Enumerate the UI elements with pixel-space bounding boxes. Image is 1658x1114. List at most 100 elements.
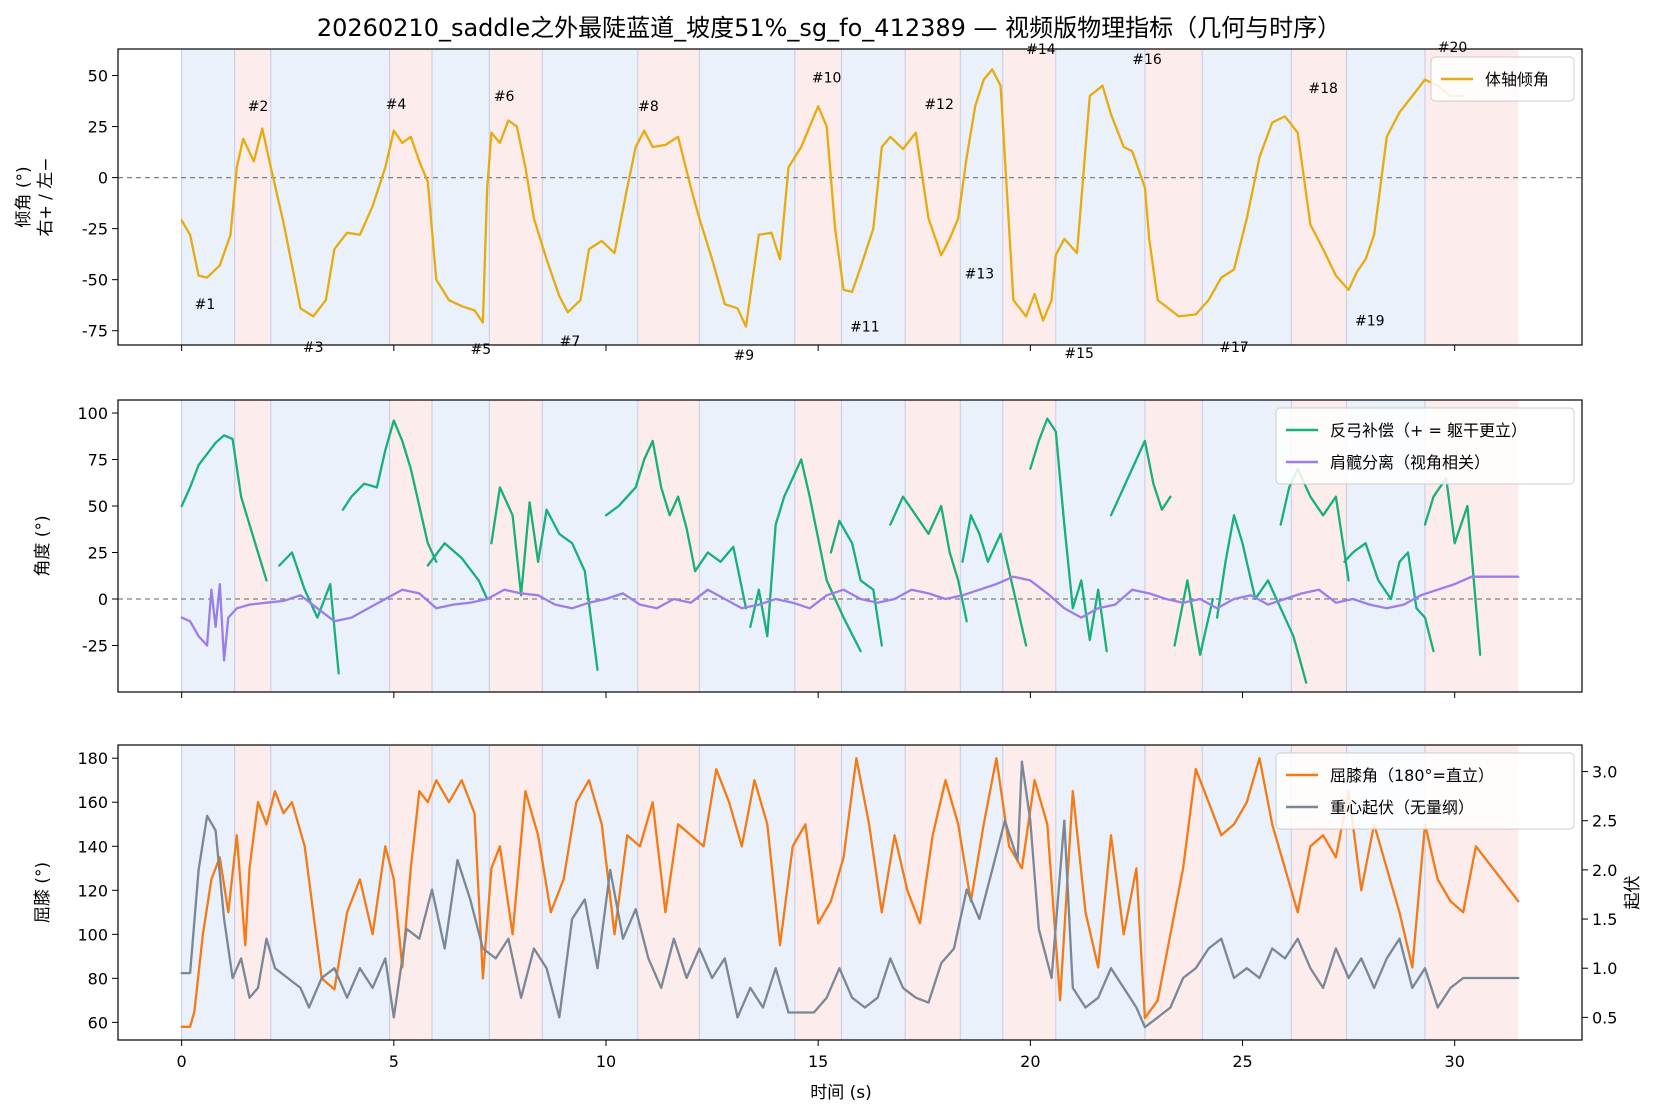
- phase-band-15: [1055, 400, 1145, 692]
- phase-band-9: [699, 49, 795, 345]
- phase-band-7: [542, 49, 638, 345]
- phase-band-9: [699, 400, 795, 692]
- legend: 体轴倾角: [1430, 56, 1575, 102]
- axes-frame: [117, 399, 1583, 693]
- phase-band-12: [905, 49, 961, 345]
- series-1-line-segment-12: [1029, 417, 1108, 653]
- y-right-tick-label: 0.5: [1592, 1008, 1617, 1027]
- series-1-line-segment-4: [426, 542, 489, 601]
- x-axis-label: 时间 (s): [810, 1083, 872, 1103]
- panel-1: #1 #2 #3 #4 #5 #6 #7 #8 #9 #10 #11 #12 #13 #14 #15 #16 #…: [14, 40, 1583, 364]
- event-label-5: #5: [470, 342, 491, 358]
- x-tick-label: 30: [1445, 1052, 1465, 1071]
- series-1-line-segment-1: [180, 434, 268, 582]
- y-right-tick-label: 3.0: [1592, 763, 1617, 782]
- event-label-9: #9: [734, 348, 755, 364]
- y-axis-label: 屈膝 (°): [33, 862, 53, 923]
- y-tick-label: 0: [98, 169, 108, 188]
- phase-band-11: [841, 49, 906, 345]
- phase-bands: [181, 400, 1519, 692]
- series-1-line-segment-10: [889, 495, 968, 623]
- phase-band-5: [432, 49, 490, 345]
- y-tick-label: -50: [82, 271, 108, 290]
- event-label-18: #18: [1308, 81, 1338, 97]
- series-1-line-segment-18: [1423, 476, 1482, 656]
- chart-title: 20260210_saddle之外最陡蓝道_坡度51%_sg_fo_412389…: [317, 14, 1341, 42]
- y-tick-label: 180: [77, 749, 108, 768]
- y-tick-label: 80: [88, 969, 108, 988]
- y-tick-label: -25: [82, 637, 108, 656]
- phase-band-9: [699, 745, 795, 1040]
- phase-band-14: [1002, 400, 1056, 692]
- phase-band-1: [181, 745, 235, 1040]
- y-right-tick-label: 2.5: [1592, 812, 1617, 831]
- phase-band-12: [905, 400, 961, 692]
- y-tick-label: 75: [88, 451, 108, 470]
- phase-band-3: [270, 400, 390, 692]
- phase-band-5: [432, 400, 490, 692]
- series-1-line-segment-9: [829, 519, 883, 647]
- y-tick-label: 50: [88, 497, 108, 516]
- event-label-7: #7: [560, 334, 581, 350]
- y-tick-label: 50: [88, 67, 108, 86]
- event-label-19: #19: [1355, 314, 1385, 330]
- phase-band-3: [270, 745, 390, 1040]
- phase-band-10: [794, 49, 842, 345]
- x-tick-label: 5: [389, 1052, 399, 1071]
- phase-band-6: [489, 49, 543, 345]
- series-lines: [180, 417, 1520, 684]
- x-tick-label: 15: [808, 1052, 828, 1071]
- axes-frame: [117, 48, 1583, 346]
- phase-band-17: [1202, 49, 1292, 345]
- phase-band-5: [432, 745, 490, 1040]
- series-1-line-segment-11: [961, 514, 1028, 647]
- phase-band-18: [1291, 49, 1347, 345]
- event-label-12: #12: [924, 97, 954, 113]
- y-axis-label: 角度 (°): [33, 515, 53, 576]
- phase-band-8: [637, 49, 700, 345]
- y-tick-label: 60: [88, 1013, 108, 1032]
- x-tick-label: 25: [1232, 1052, 1252, 1071]
- series-lines: [180, 757, 1520, 1029]
- phase-band-11: [841, 400, 906, 692]
- y-tick-label: 100: [77, 925, 108, 944]
- legend-box: [1430, 56, 1575, 102]
- event-label-11: #11: [850, 320, 880, 336]
- phase-band-4: [389, 400, 433, 692]
- phase-band-13: [960, 49, 1003, 345]
- y-axis-label: 倾角 (°): [14, 166, 34, 227]
- legend-entry-1: 体轴倾角: [1485, 70, 1549, 89]
- phase-band-16: [1144, 49, 1203, 345]
- y-axis-label-secondary: 右+ / 左−: [36, 157, 56, 236]
- phase-band-16: [1144, 400, 1203, 692]
- legend-entry-1: 屈膝角（180°=直立）: [1330, 766, 1494, 785]
- legend-entry-1: 反弓补偿（+ = 躯干更立）: [1330, 421, 1527, 440]
- series-2-line: [180, 760, 1520, 1029]
- y-tick-label: 25: [88, 544, 108, 563]
- legend-entry-2: 肩髋分离（视角相关）: [1330, 453, 1490, 472]
- phase-band-7: [542, 400, 638, 692]
- legend: 反弓补偿（+ = 躯干更立） 肩髋分离（视角相关）: [1275, 407, 1575, 485]
- series-1-line-segment-13: [1109, 439, 1172, 517]
- series-1-line-segment-16: [1279, 467, 1350, 582]
- event-label-3: #3: [303, 340, 324, 356]
- series-1-line-segment-7: [693, 545, 748, 610]
- phase-band-14: [1002, 745, 1056, 1040]
- legend-box: [1275, 752, 1575, 830]
- event-label-4: #4: [386, 97, 407, 113]
- y-tick-label: -75: [82, 322, 108, 341]
- event-label-2: #2: [248, 99, 269, 115]
- event-label-13: #13: [965, 267, 995, 283]
- legend-box: [1275, 407, 1575, 485]
- panels: #1 #2 #3 #4 #5 #6 #7 #8 #9 #10 #11 #12 #13 #14 #15 #16 #…: [14, 40, 1643, 1071]
- phase-band-10: [794, 400, 842, 692]
- series-1-line-segment-3: [341, 419, 438, 563]
- y-tick-label: 100: [77, 404, 108, 423]
- phase-band-7: [542, 745, 638, 1040]
- y-tick-label: 160: [77, 793, 108, 812]
- legend: 屈膝角（180°=直立） 重心起伏（无量纲）: [1275, 752, 1575, 830]
- phase-band-1: [181, 400, 235, 692]
- event-label-15: #15: [1064, 346, 1094, 362]
- series-2-line: [180, 575, 1520, 662]
